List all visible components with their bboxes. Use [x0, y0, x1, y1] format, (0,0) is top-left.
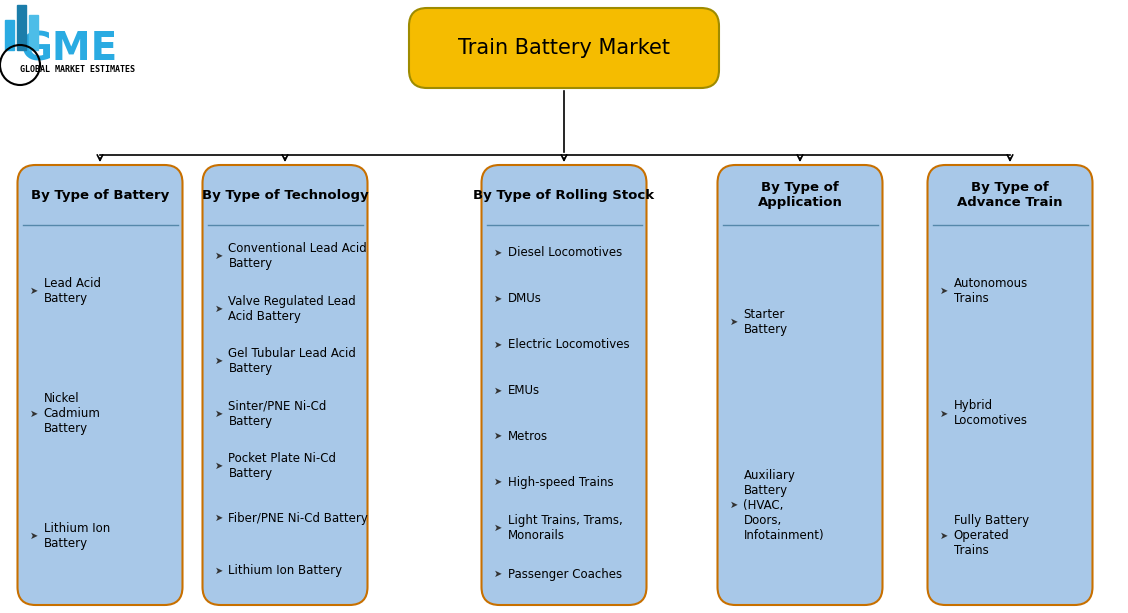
Text: Auxiliary
Battery
(HVAC,
Doors,
Infotainment): Auxiliary Battery (HVAC, Doors, Infotain… [743, 469, 825, 542]
Text: ➤: ➤ [730, 317, 738, 327]
Text: Fiber/PNE Ni-Cd Battery: Fiber/PNE Ni-Cd Battery [229, 512, 369, 525]
Text: Fully Battery
Operated
Trains: Fully Battery Operated Trains [953, 514, 1029, 557]
Text: ➤: ➤ [940, 286, 948, 296]
Text: ➤: ➤ [940, 408, 948, 419]
Text: ➤: ➤ [214, 461, 222, 471]
Text: Metros: Metros [508, 430, 547, 443]
Text: High-speed Trains: High-speed Trains [508, 476, 614, 489]
Text: By Type of Technology: By Type of Technology [202, 189, 369, 202]
Text: ➤: ➤ [494, 248, 502, 258]
Text: ➤: ➤ [494, 340, 502, 349]
Text: ➤: ➤ [29, 531, 37, 541]
Text: ➤: ➤ [730, 500, 738, 510]
Text: ➤: ➤ [214, 303, 222, 314]
Text: ➤: ➤ [29, 408, 37, 419]
FancyBboxPatch shape [927, 165, 1093, 605]
Text: DMUs: DMUs [508, 292, 541, 305]
Text: Nickel
Cadmium
Battery: Nickel Cadmium Battery [44, 392, 100, 435]
Bar [29, 15, 38, 50]
Text: ➤: ➤ [29, 286, 37, 296]
Text: Train Battery Market: Train Battery Market [458, 38, 670, 58]
Text: Gel Tubular Lead Acid
Battery: Gel Tubular Lead Acid Battery [229, 347, 356, 375]
FancyBboxPatch shape [409, 8, 719, 88]
Text: By Type of Battery: By Type of Battery [30, 189, 169, 202]
FancyBboxPatch shape [203, 165, 368, 605]
Text: ➤: ➤ [940, 531, 948, 541]
Text: EMUs: EMUs [508, 384, 539, 397]
Text: GLOBAL MARKET ESTIMATES: GLOBAL MARKET ESTIMATES [20, 65, 135, 74]
Text: Autonomous
Trains: Autonomous Trains [953, 277, 1028, 305]
Text: Starter
Battery: Starter Battery [743, 308, 787, 336]
Text: ➤: ➤ [494, 569, 502, 579]
Text: ➤: ➤ [494, 523, 502, 533]
Text: Valve Regulated Lead
Acid Battery: Valve Regulated Lead Acid Battery [229, 295, 356, 322]
Text: Hybrid
Locomotives: Hybrid Locomotives [953, 400, 1028, 427]
FancyBboxPatch shape [18, 165, 183, 605]
Text: Light Trains, Trams,
Monorails: Light Trains, Trams, Monorails [508, 514, 623, 542]
Text: Pocket Plate Ni-Cd
Battery: Pocket Plate Ni-Cd Battery [229, 452, 336, 480]
Text: ➤: ➤ [214, 408, 222, 419]
Text: ➤: ➤ [494, 386, 502, 395]
Text: Sinter/PNE Ni-Cd
Battery: Sinter/PNE Ni-Cd Battery [229, 400, 327, 427]
Text: ➤: ➤ [494, 432, 502, 441]
Text: Diesel Locomotives: Diesel Locomotives [508, 246, 622, 259]
Text: Electric Locomotives: Electric Locomotives [508, 338, 629, 351]
Text: By Type of
Application: By Type of Application [758, 181, 843, 209]
Bar [17, 5, 26, 50]
Text: Passenger Coaches: Passenger Coaches [508, 568, 622, 581]
Text: GME: GME [20, 30, 117, 68]
FancyBboxPatch shape [717, 165, 882, 605]
Text: Lithium Ion Battery: Lithium Ion Battery [229, 565, 343, 577]
Text: By Type of
Advance Train: By Type of Advance Train [958, 181, 1063, 209]
Text: ➤: ➤ [214, 566, 222, 576]
Text: ➤: ➤ [494, 478, 502, 487]
Bar [5, 20, 14, 50]
Text: Conventional Lead Acid
Battery: Conventional Lead Acid Battery [229, 242, 368, 270]
Text: ➤: ➤ [214, 513, 222, 524]
Text: By Type of Rolling Stock: By Type of Rolling Stock [474, 189, 654, 202]
Text: Lead Acid
Battery: Lead Acid Battery [44, 277, 100, 305]
Text: ➤: ➤ [214, 251, 222, 261]
Text: ➤: ➤ [494, 294, 502, 304]
Text: Lithium Ion
Battery: Lithium Ion Battery [44, 522, 109, 550]
Text: ➤: ➤ [214, 356, 222, 366]
FancyBboxPatch shape [482, 165, 646, 605]
